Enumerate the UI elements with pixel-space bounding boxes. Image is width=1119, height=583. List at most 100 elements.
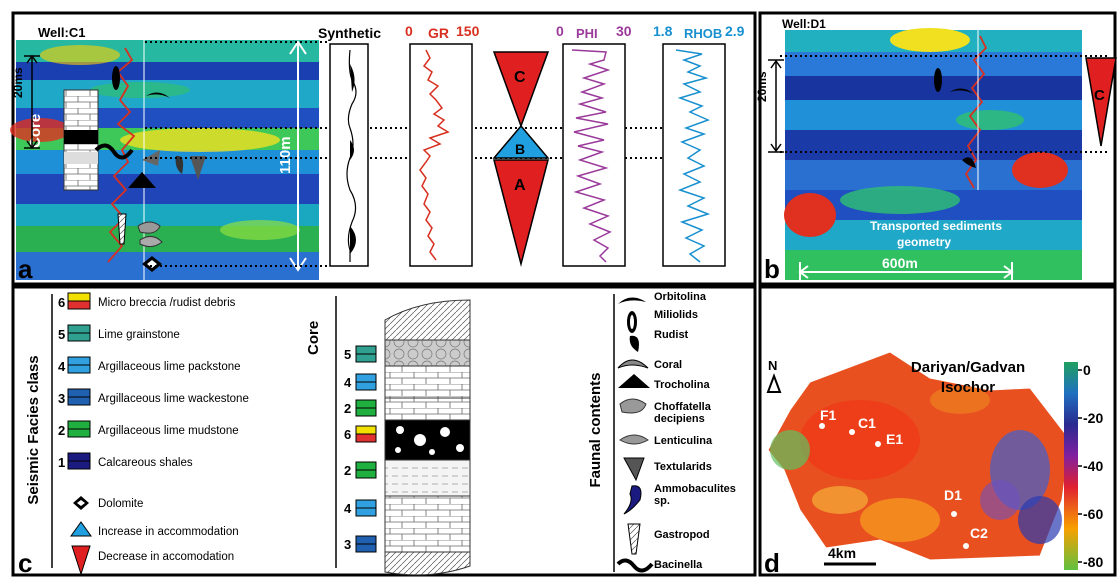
symbol-label: Increase in accommodation <box>98 526 239 538</box>
gr-max: 150 <box>456 23 480 39</box>
time-scale-label-b: 20ms <box>755 71 769 102</box>
orbitolina-icon <box>618 297 646 304</box>
coral-icon <box>617 359 649 369</box>
trocholina-icon <box>618 374 650 388</box>
well-label-c1: Well:C1 <box>38 25 85 40</box>
rudist-icon <box>175 155 184 174</box>
well-label: C1 <box>858 415 876 431</box>
annotation-line2: geometry <box>897 235 951 249</box>
synthetic-track: Synthetic <box>318 25 381 267</box>
facies-swatch <box>67 292 91 302</box>
textularids-icon <box>190 156 206 180</box>
increase-accommodation-icon <box>70 521 92 537</box>
panel-letter-d: d <box>764 548 780 578</box>
core-facies-number: 4 <box>344 501 352 516</box>
colorbar-tick: -20 <box>1083 410 1103 426</box>
north-label: N <box>768 358 777 373</box>
map-well: F1 <box>819 407 837 429</box>
well-marker <box>819 423 825 429</box>
rhob-name: RHOB <box>684 26 722 41</box>
gr-min: 0 <box>405 23 413 39</box>
map-title-line2: Isochor <box>941 379 995 396</box>
gr-track: 0 GR 150 <box>405 23 480 267</box>
well-marker <box>875 441 881 447</box>
colorbar-tick: 0 <box>1083 362 1091 378</box>
core-facies-number: 2 <box>344 463 351 478</box>
facies-label: Calcareous shales <box>98 457 193 469</box>
thickness-arrow: 110m <box>277 40 307 272</box>
gastropod-icon <box>627 523 641 555</box>
scale-bar-d: 4km <box>824 545 876 566</box>
scale-bar-b: 600m <box>798 255 1014 280</box>
decrease-accommodation-icon <box>71 545 91 576</box>
phi-min: 0 <box>556 23 564 39</box>
map-title-line1: Dariyan/Gadvan <box>911 359 1025 376</box>
facies-number: 3 <box>58 391 65 406</box>
sequence-c-label-b: C <box>1094 87 1105 104</box>
symbol-label: Decrease in accomodation <box>98 551 234 563</box>
ammobaculites-icon <box>623 485 642 515</box>
phi-max: 30 <box>616 23 632 39</box>
facies-number: 5 <box>58 327 65 342</box>
facies-number: 6 <box>58 295 65 310</box>
facies-item: 3 Argillaceous lime wackestone <box>58 388 249 406</box>
facies-label: Argillaceous lime packstone <box>98 361 241 373</box>
facies-label: Argillaceous lime mudstone <box>98 425 239 437</box>
sequence-c-label: C <box>514 69 526 86</box>
core-facies-box: 4 <box>344 373 377 391</box>
symbol-legend: Dolomite Increase in accommodation Decreas… <box>70 496 239 576</box>
panel-letter-c: c <box>18 548 32 578</box>
miliolids-icon <box>112 66 120 90</box>
sequence-a-label: A <box>514 177 526 194</box>
map-well: D1 <box>944 487 962 517</box>
correlation-lines-a <box>145 41 720 267</box>
core-column-a: Core <box>27 89 99 191</box>
scale-label-b: 600m <box>882 255 918 271</box>
core-lithology-column <box>384 299 471 576</box>
fauna-label: Ammobaculites <box>654 483 736 495</box>
fauna-label: Rudist <box>654 329 689 341</box>
core-facies-box: 3 <box>344 535 377 553</box>
trocholina-icon <box>128 172 156 188</box>
core-facies-box: 4 <box>344 499 377 517</box>
colorbar <box>1064 362 1078 570</box>
facies-label: Argillaceous lime wackestone <box>98 393 249 405</box>
scale-label-d: 4km <box>828 545 856 561</box>
core-facies-number: 2 <box>344 401 351 416</box>
textularids-icon <box>623 457 645 482</box>
core-facies-number: 5 <box>344 347 351 362</box>
panel-letter-a: a <box>18 254 33 284</box>
fauna-label: Coral <box>654 359 682 371</box>
sequence-c-triangle-b <box>1085 57 1117 147</box>
core-facies-number: 3 <box>344 537 351 552</box>
isochor-map <box>767 351 1071 561</box>
facies-item: 1 Calcareous shales <box>58 452 193 470</box>
core-facies-box: 2 <box>344 461 377 479</box>
core-facies-number: 4 <box>344 375 352 390</box>
facies-legend: 6 Micro breccia /rudist debris 5 Lime grain… <box>58 292 249 470</box>
time-scale-a: 20ms <box>11 54 40 150</box>
map-wells: F1 C1 E1 D1 C2 <box>819 407 988 549</box>
rhob-track: 1.8 RHOB 2.9 <box>653 23 745 267</box>
well-marker <box>951 511 957 517</box>
panel-c: Seismic Facies class 6 Micro breccia /rud… <box>11 285 757 578</box>
bacinella-icon <box>616 558 654 573</box>
panel-b: 20ms Well:D1 C Transported sediments geo… <box>755 11 1117 286</box>
lenticulina-icon <box>619 434 649 445</box>
core-facies-box: 5 <box>344 345 377 363</box>
synthetic-label: Synthetic <box>318 25 381 41</box>
panel-letter-b: b <box>764 254 780 284</box>
fauna-label: sp. <box>654 495 670 507</box>
well-label: C2 <box>970 525 988 541</box>
facies-item: 5 Lime grainstone <box>58 324 180 342</box>
facies-number: 4 <box>58 359 66 374</box>
thickness-label: 110m <box>277 136 294 174</box>
sequence-triangles-a: C B A <box>492 51 550 267</box>
fauna-label: Choffatella <box>654 401 712 413</box>
core-facies-number: 6 <box>344 427 351 442</box>
bacinella-icon <box>94 143 134 160</box>
colorbar-tick: -40 <box>1083 458 1103 474</box>
colorbar-tick: -80 <box>1083 554 1103 570</box>
